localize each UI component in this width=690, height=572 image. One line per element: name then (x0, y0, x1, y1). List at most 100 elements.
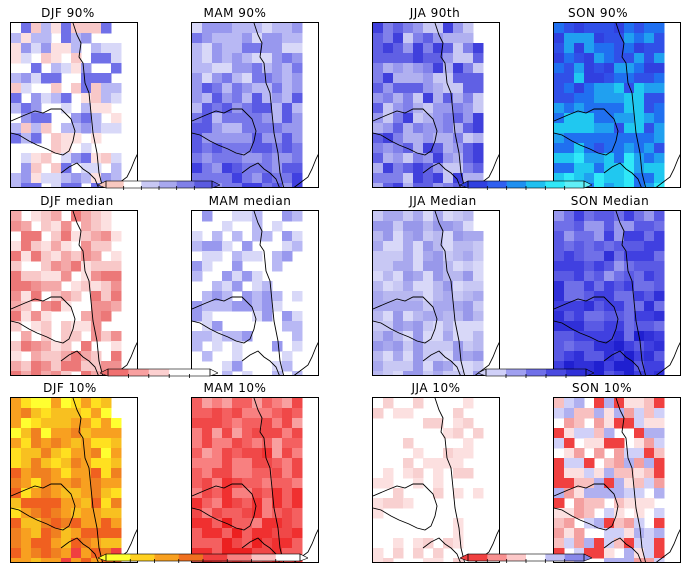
grid-cell (463, 371, 474, 375)
grid-cell (554, 351, 565, 362)
coastline (434, 398, 465, 562)
grid-cell (71, 43, 82, 54)
grid-cell (71, 173, 82, 184)
grid-cell (222, 548, 233, 559)
grid-cell (564, 173, 575, 184)
grid-cell (634, 23, 645, 34)
grid-cell (232, 251, 243, 262)
grid-cell (443, 321, 454, 332)
grid-cell (81, 153, 92, 164)
grid-cell (383, 33, 394, 44)
grid-cell (413, 231, 424, 242)
grid-cell (383, 398, 394, 409)
grid-cell (242, 173, 253, 184)
grid-cell (594, 398, 605, 409)
grid-cell (423, 241, 434, 252)
grid-cell (101, 331, 112, 342)
grid-cells (11, 211, 122, 375)
grid-cell (393, 93, 404, 104)
grid-cell (654, 518, 665, 529)
grid-cell (232, 488, 243, 499)
grid-cell (11, 211, 22, 222)
grid-cell (41, 271, 52, 282)
colorbar-segment (176, 181, 195, 188)
grid-cell (614, 153, 625, 164)
grid-cell (614, 211, 625, 222)
grid-cell (594, 123, 605, 134)
grid-cell (101, 221, 112, 232)
grid-cell (463, 73, 474, 84)
grid-cell (584, 498, 595, 509)
grid-cell (403, 351, 414, 362)
grid-cell (81, 281, 92, 292)
grid-cell (11, 371, 22, 375)
grid-cell (202, 498, 213, 509)
grid-cell (292, 321, 303, 332)
grid-cell (383, 558, 394, 562)
grid-cell (232, 211, 243, 222)
grid-cell (584, 291, 595, 302)
grid-cell (634, 371, 645, 375)
grid-cell (11, 271, 22, 282)
grid-cell (91, 123, 102, 134)
grid-cell (554, 528, 565, 539)
grid-cell (463, 271, 474, 282)
grid-cell (41, 418, 52, 429)
grid-cell (614, 331, 625, 342)
grid-cell (31, 281, 42, 292)
grid-cells (373, 398, 484, 562)
grid-cell (443, 311, 454, 322)
grid-cell (644, 43, 655, 54)
grid-cell (81, 231, 92, 242)
grid-cell (624, 33, 635, 44)
grid-cell (272, 428, 283, 439)
grid-cell (584, 458, 595, 469)
grid-cell (604, 301, 615, 312)
grid-cell (554, 261, 565, 272)
grid-cell (453, 63, 464, 74)
grid-cell (624, 153, 635, 164)
grid-cell (51, 43, 62, 54)
grid-cell (282, 173, 293, 184)
grid-cell (423, 321, 434, 332)
colorbar-segment (564, 554, 585, 561)
coastline (422, 350, 461, 375)
grid-cell (212, 231, 223, 242)
grid-cell (654, 43, 665, 54)
grid-cell (403, 291, 414, 302)
grid-cell (624, 291, 635, 302)
grid-cell (413, 251, 424, 262)
grid-cell (272, 173, 283, 184)
grid-cell (574, 428, 585, 439)
grid-cell (11, 548, 22, 559)
grid-cell (453, 93, 464, 104)
grid-cell (614, 361, 625, 372)
grid-cell (31, 271, 42, 282)
grid-cell (101, 291, 112, 302)
grid-cell (282, 548, 293, 559)
grid-cell (564, 321, 575, 332)
grid-cell (574, 93, 585, 104)
grid-cell (644, 271, 655, 282)
grid-cell (433, 103, 444, 114)
grid-cell (413, 93, 424, 104)
grid-cell (554, 321, 565, 332)
grid-cell (393, 173, 404, 184)
grid-cell (272, 478, 283, 489)
grid-cell (242, 398, 253, 409)
grid-cell (292, 478, 303, 489)
grid-cell (222, 43, 233, 54)
grid-cell (574, 341, 585, 352)
grid-cell (564, 448, 575, 459)
grid-cell (51, 398, 62, 409)
grid-cell (413, 221, 424, 232)
grid-cell (242, 23, 253, 34)
grid-cell (584, 53, 595, 64)
grid-cell (111, 468, 122, 479)
grid-cell (91, 291, 102, 302)
grid-cell (282, 488, 293, 499)
grid-cell (614, 281, 625, 292)
grid-cell (453, 458, 464, 469)
grid-cell (81, 518, 92, 529)
grid-cell (21, 458, 32, 469)
